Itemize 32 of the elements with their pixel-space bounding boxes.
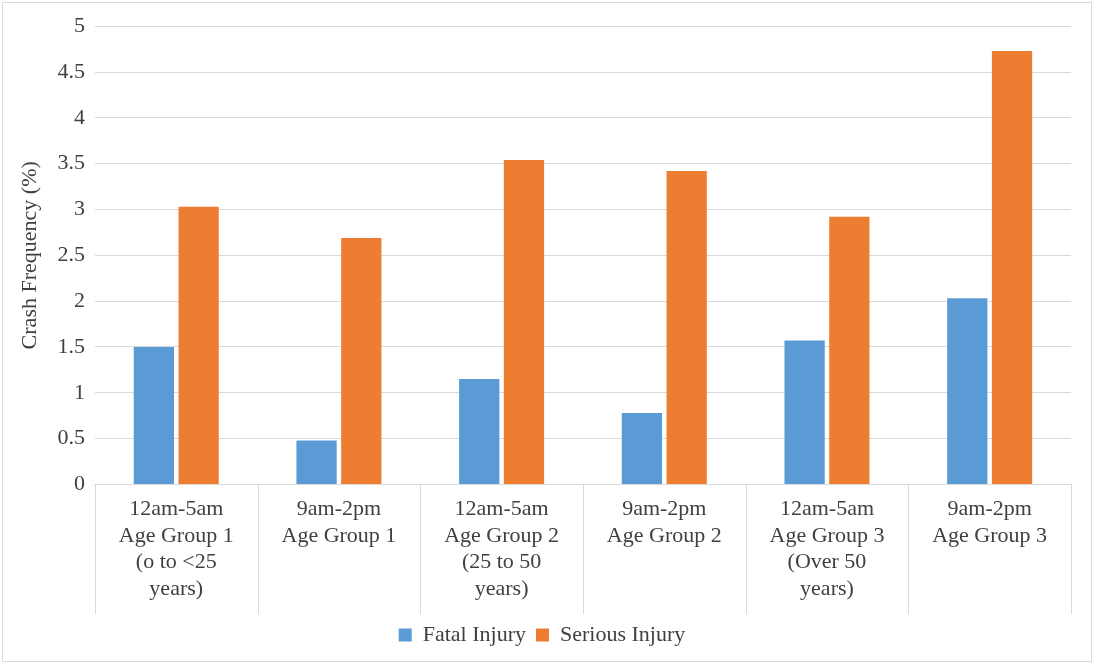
y-tick-label: 0.5	[57, 424, 85, 450]
bar	[829, 216, 870, 484]
y-tick-label: 3	[73, 195, 85, 221]
bar	[991, 50, 1033, 484]
bar	[503, 159, 545, 484]
x-tick-label: 9am-2pm Age Group 1	[281, 495, 397, 547]
bar	[666, 170, 707, 484]
y-tick-label: 3.5	[57, 149, 85, 175]
y-tick-label: 4	[73, 103, 85, 129]
bar	[133, 346, 175, 484]
legend-label: Serious Injury	[559, 620, 686, 646]
y-tick-label: 2.5	[57, 241, 85, 267]
bar	[296, 440, 337, 484]
bar	[621, 412, 663, 484]
bar	[459, 379, 500, 484]
bar	[341, 237, 382, 484]
bar	[947, 298, 988, 484]
x-tick-label: 12am-5am Age Group 1 (o to <25 years)	[118, 495, 234, 600]
x-tick-label: 9am-2pm Age Group 2	[606, 495, 722, 547]
y-tick-label: 1.5	[57, 332, 85, 358]
x-tick-label: 12am-5am Age Group 2 (25 to 50 years)	[444, 495, 560, 600]
y-tick-label: 5	[73, 11, 85, 37]
bar	[784, 340, 825, 484]
y-axis-title: Crash Frequency (%)	[15, 161, 41, 350]
bar	[178, 206, 219, 484]
y-tick-label: 2	[73, 286, 85, 312]
y-tick-label: 4.5	[57, 57, 85, 83]
x-tick-label: 9am-2pm Age Group 3	[932, 495, 1048, 547]
y-tick-label: 1	[73, 378, 85, 404]
legend-label: Fatal Injury	[422, 620, 527, 646]
x-tick-label: 12am-5am Age Group 3 (Over 50 years)	[769, 495, 885, 600]
y-tick-label: 0	[73, 470, 85, 496]
